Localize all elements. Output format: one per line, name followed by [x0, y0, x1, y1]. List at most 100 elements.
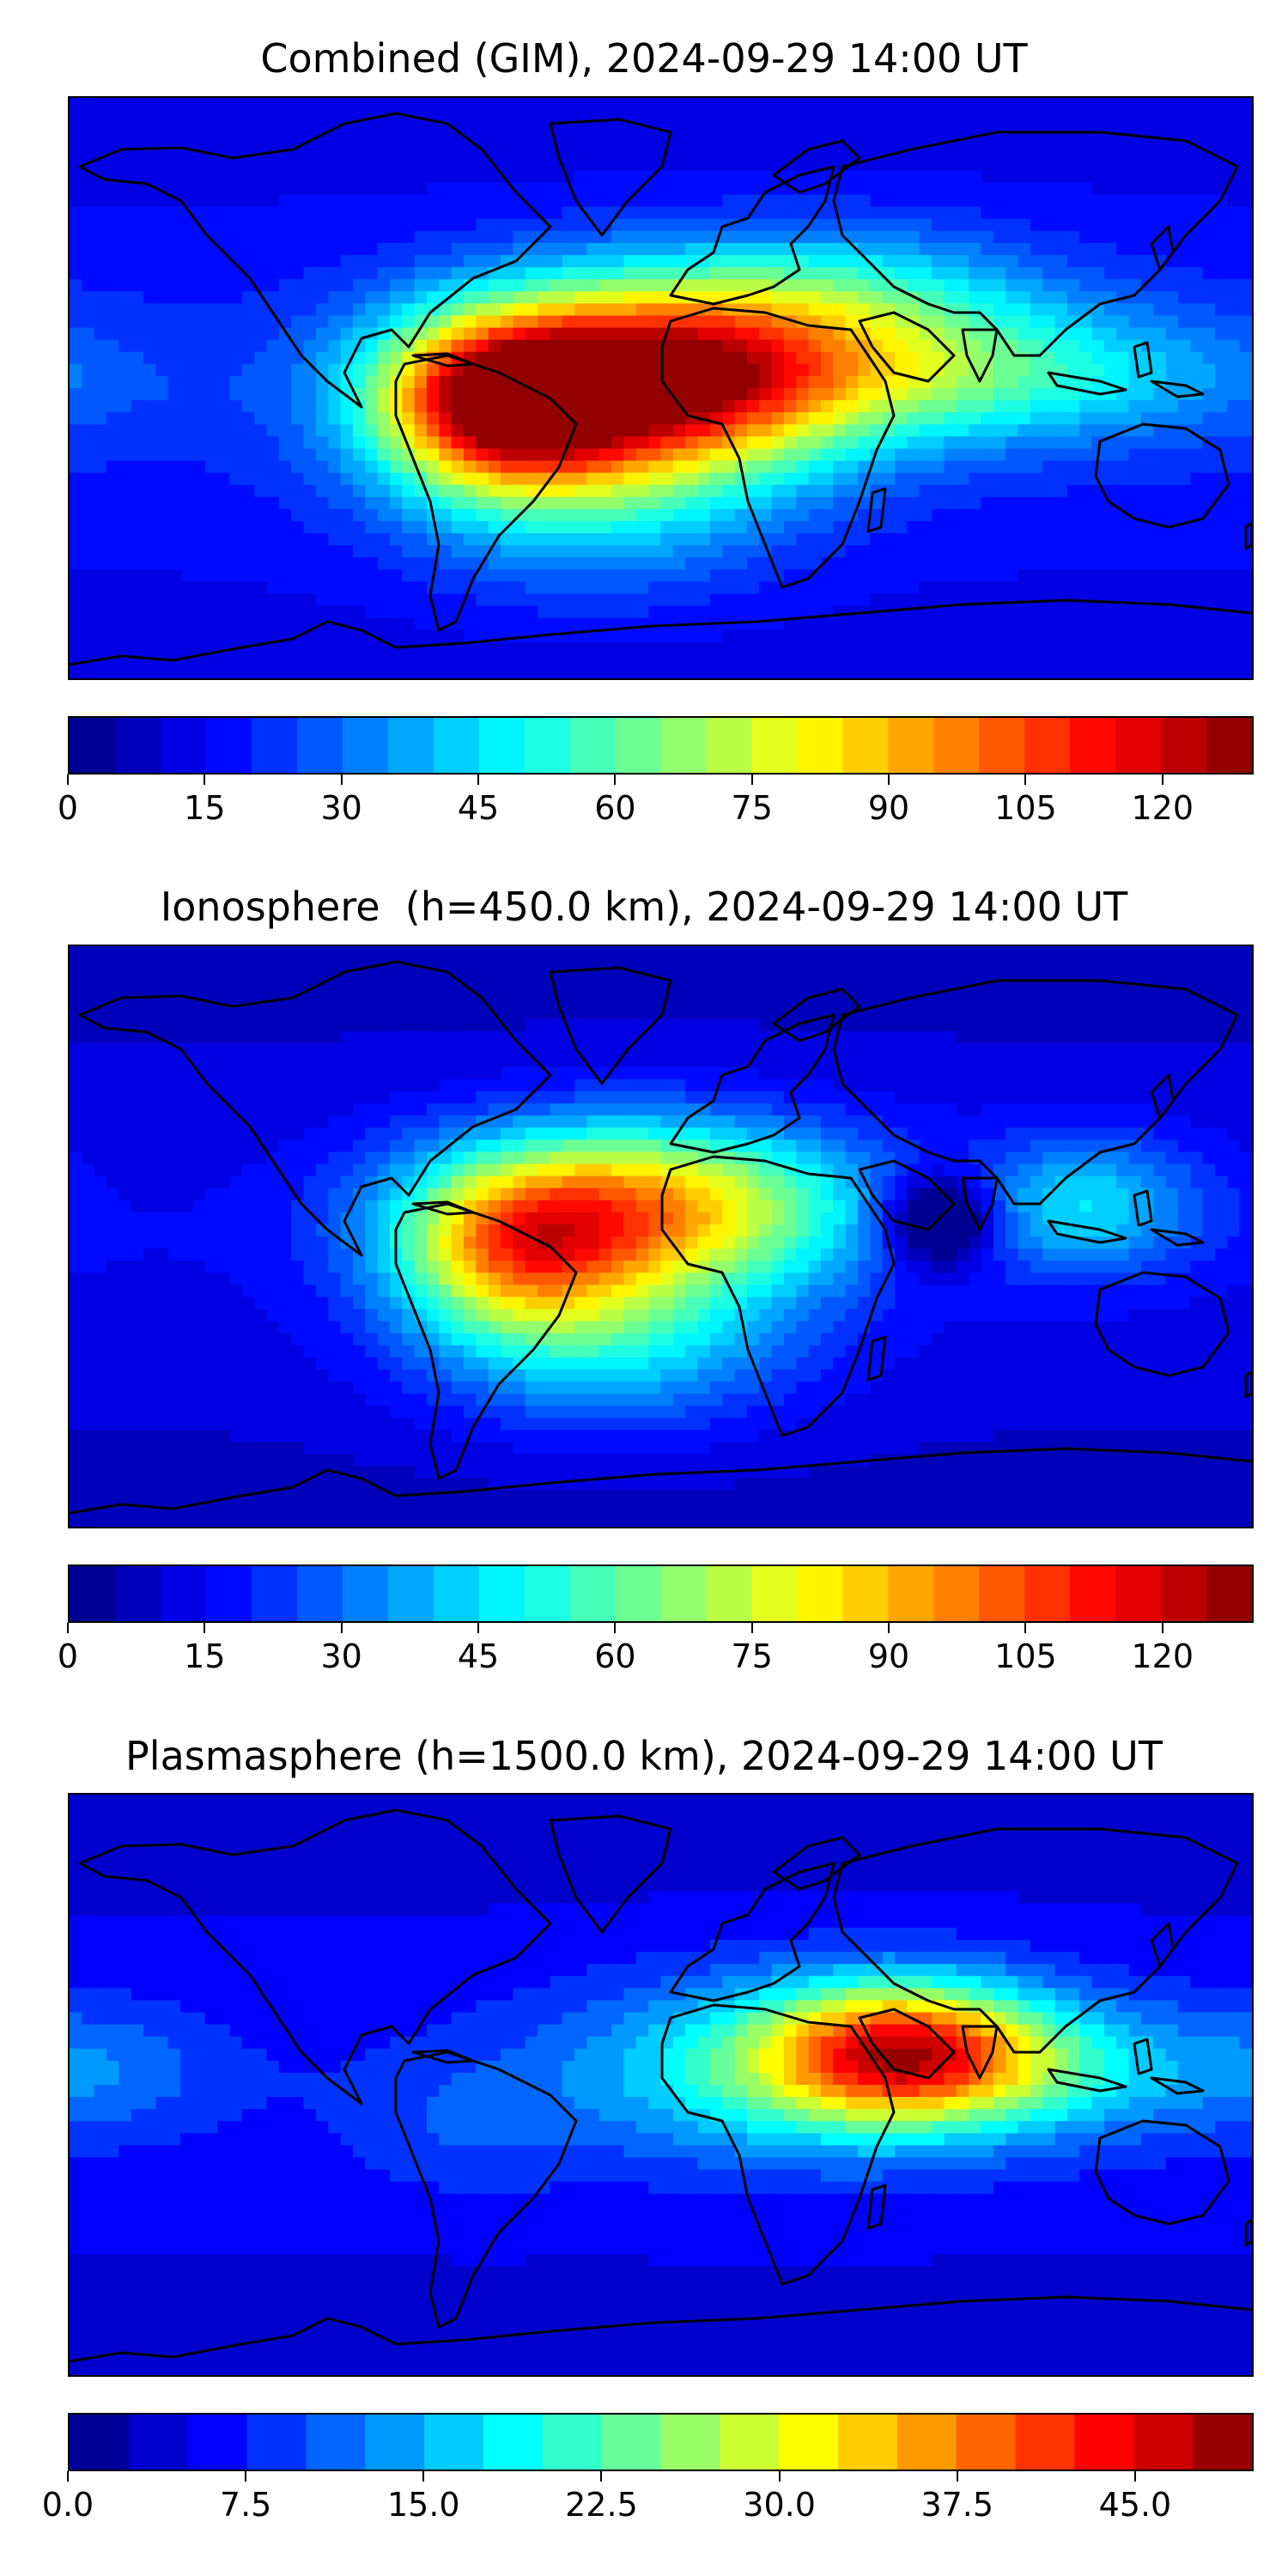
colorbar-tick-label: 30.0: [743, 2486, 816, 2524]
colorbar-swatch: [1024, 1566, 1071, 1621]
colorbar-swatch: [720, 2415, 780, 2470]
colorbar-tick: [204, 1623, 206, 1633]
colorbar-tick: [340, 775, 343, 785]
colorbar-swatch: [128, 2415, 189, 2470]
colorbar-swatch: [601, 2415, 662, 2470]
colorbar-tick: [422, 2471, 425, 2482]
colorbar-swatch: [888, 1566, 934, 1621]
colorbar-swatch: [342, 1566, 389, 1621]
colorbar-tick-label: 30: [320, 789, 362, 827]
colorbar-swatch: [979, 718, 1025, 773]
colorbar-swatch: [187, 2415, 248, 2470]
colorbar-tick-label: 90: [867, 1637, 910, 1675]
colorbar-tick: [67, 1623, 69, 1633]
colorbar-swatch: [433, 1566, 480, 1621]
colorbar-swatch: [1074, 2415, 1134, 2470]
colorbar-swatch: [615, 718, 662, 773]
colorbar-swatch: [70, 1566, 116, 1621]
colorbar-swatch: [797, 718, 843, 773]
colorbar-swatch: [483, 2415, 544, 2470]
colorbar-tick-label: 45: [457, 789, 500, 827]
colorbar-swatch: [296, 1566, 343, 1621]
colorbar-tick-label: 37.5: [920, 2486, 994, 2524]
colorbar-tick: [888, 775, 890, 785]
colorbar-swatch: [424, 2415, 484, 2470]
colorbar-swatch: [433, 718, 480, 773]
colorbar-tick: [1161, 775, 1163, 785]
colorbar-swatch: [251, 1566, 298, 1621]
colorbar-swatch: [569, 1566, 617, 1621]
colorbar-swatch: [205, 1566, 252, 1621]
contour-map-ionosphere: [70, 946, 1252, 1527]
colorbar-tick: [245, 2471, 247, 2482]
colorbar-tick: [600, 2471, 603, 2482]
colorbar-swatch: [524, 1566, 571, 1621]
contour-map-plasmasphere: [70, 1795, 1252, 2375]
colorbar-swatch: [1070, 718, 1116, 773]
colorbar-swatch: [797, 1566, 843, 1621]
colorbar-tick-label: 7.5: [219, 2486, 272, 2524]
colorbar-tick: [1024, 1623, 1027, 1633]
colorbar-tick: [750, 1623, 753, 1633]
colorbar-swatch: [706, 1566, 753, 1621]
colorbar-tick-label: 15.0: [386, 2486, 460, 2524]
colorbar-swatch: [160, 1566, 207, 1621]
colorbar-swatch: [1206, 718, 1252, 773]
colorbar-tick: [67, 2471, 69, 2482]
colorbar-swatch: [751, 1566, 798, 1621]
colorbar-tick-label: 45.0: [1098, 2486, 1172, 2524]
colorbar-swatch: [979, 1566, 1025, 1621]
colorbar-swatch: [660, 718, 708, 773]
colorbar-swatch: [956, 2415, 1017, 2470]
map-panel-combined: [68, 96, 1254, 680]
colorbar-swatch: [751, 718, 798, 773]
colorbar-tick: [956, 2471, 958, 2482]
map-title-combined: Combined (GIM), 2024-09-29 14:00 UT: [260, 35, 1028, 82]
colorbar-swatch: [387, 718, 434, 773]
colorbar-swatches-ionosphere: [70, 1566, 1252, 1621]
colorbar-tick: [204, 775, 206, 785]
map-panel-ionosphere: [68, 945, 1254, 1528]
colorbar-swatch: [342, 718, 389, 773]
map-title-ionosphere: Ionosphere (h=450.0 km), 2024-09-29 14:0…: [160, 884, 1128, 930]
colorbar-tick-label: 75: [731, 789, 773, 827]
colorbar-tick-label: 0: [57, 1637, 79, 1675]
colorbar-swatch: [1070, 1566, 1116, 1621]
colorbar-tick-label: 105: [994, 1637, 1057, 1675]
colorbar-tick-label: 45: [457, 1637, 500, 1675]
colorbar-ionosphere: [68, 1564, 1254, 1623]
colorbar-ticks-plasmasphere: 0.0 7.5 15.0 22.5 30.0 37.5 45.0: [42, 2471, 1254, 2524]
colorbar-combined: [68, 716, 1254, 775]
colorbar-tick: [67, 775, 69, 785]
colorbar-swatch: [114, 1566, 161, 1621]
colorbar-ticks-combined: 0 15 30 45 60 75 90 105 120: [58, 775, 1254, 827]
colorbar-tick-label: 60: [594, 1637, 636, 1675]
colorbar-tick: [614, 1623, 617, 1633]
colorbar-ticks-ionosphere: 0 15 30 45 60 75 90 105 120: [58, 1623, 1254, 1675]
colorbar-swatch: [205, 718, 252, 773]
colorbar-tick-label: 15: [184, 789, 226, 827]
colorbar-swatch: [888, 718, 934, 773]
colorbar-swatch: [706, 718, 753, 773]
colorbar-swatch: [296, 718, 343, 773]
colorbar-swatch: [1133, 2415, 1194, 2470]
colorbar-swatch: [1193, 2415, 1252, 2470]
colorbar-swatch: [842, 1566, 889, 1621]
colorbar-swatch: [114, 718, 161, 773]
map-panel-plasmasphere: [68, 1793, 1254, 2377]
colorbar-tick-label: 0: [57, 789, 79, 827]
colorbar-swatches-plasmasphere: [70, 2415, 1252, 2470]
colorbar-tick-label: 22.5: [565, 2486, 638, 2524]
colorbar-swatch: [306, 2415, 366, 2470]
contour-map-combined: [70, 98, 1252, 678]
colorbar-swatch: [1161, 1566, 1207, 1621]
colorbar-tick: [477, 1623, 480, 1633]
colorbar-swatch: [542, 2415, 603, 2470]
colorbar-swatch: [660, 2415, 720, 2470]
colorbar-swatch: [387, 1566, 434, 1621]
colorbar-tick-label: 120: [1131, 789, 1194, 827]
colorbar-swatch: [660, 1566, 708, 1621]
colorbar-swatch: [1115, 1566, 1162, 1621]
colorbar-tick-label: 0.0: [41, 2486, 94, 2524]
map-title-plasmasphere: Plasmasphere (h=1500.0 km), 2024-09-29 1…: [125, 1733, 1163, 1779]
